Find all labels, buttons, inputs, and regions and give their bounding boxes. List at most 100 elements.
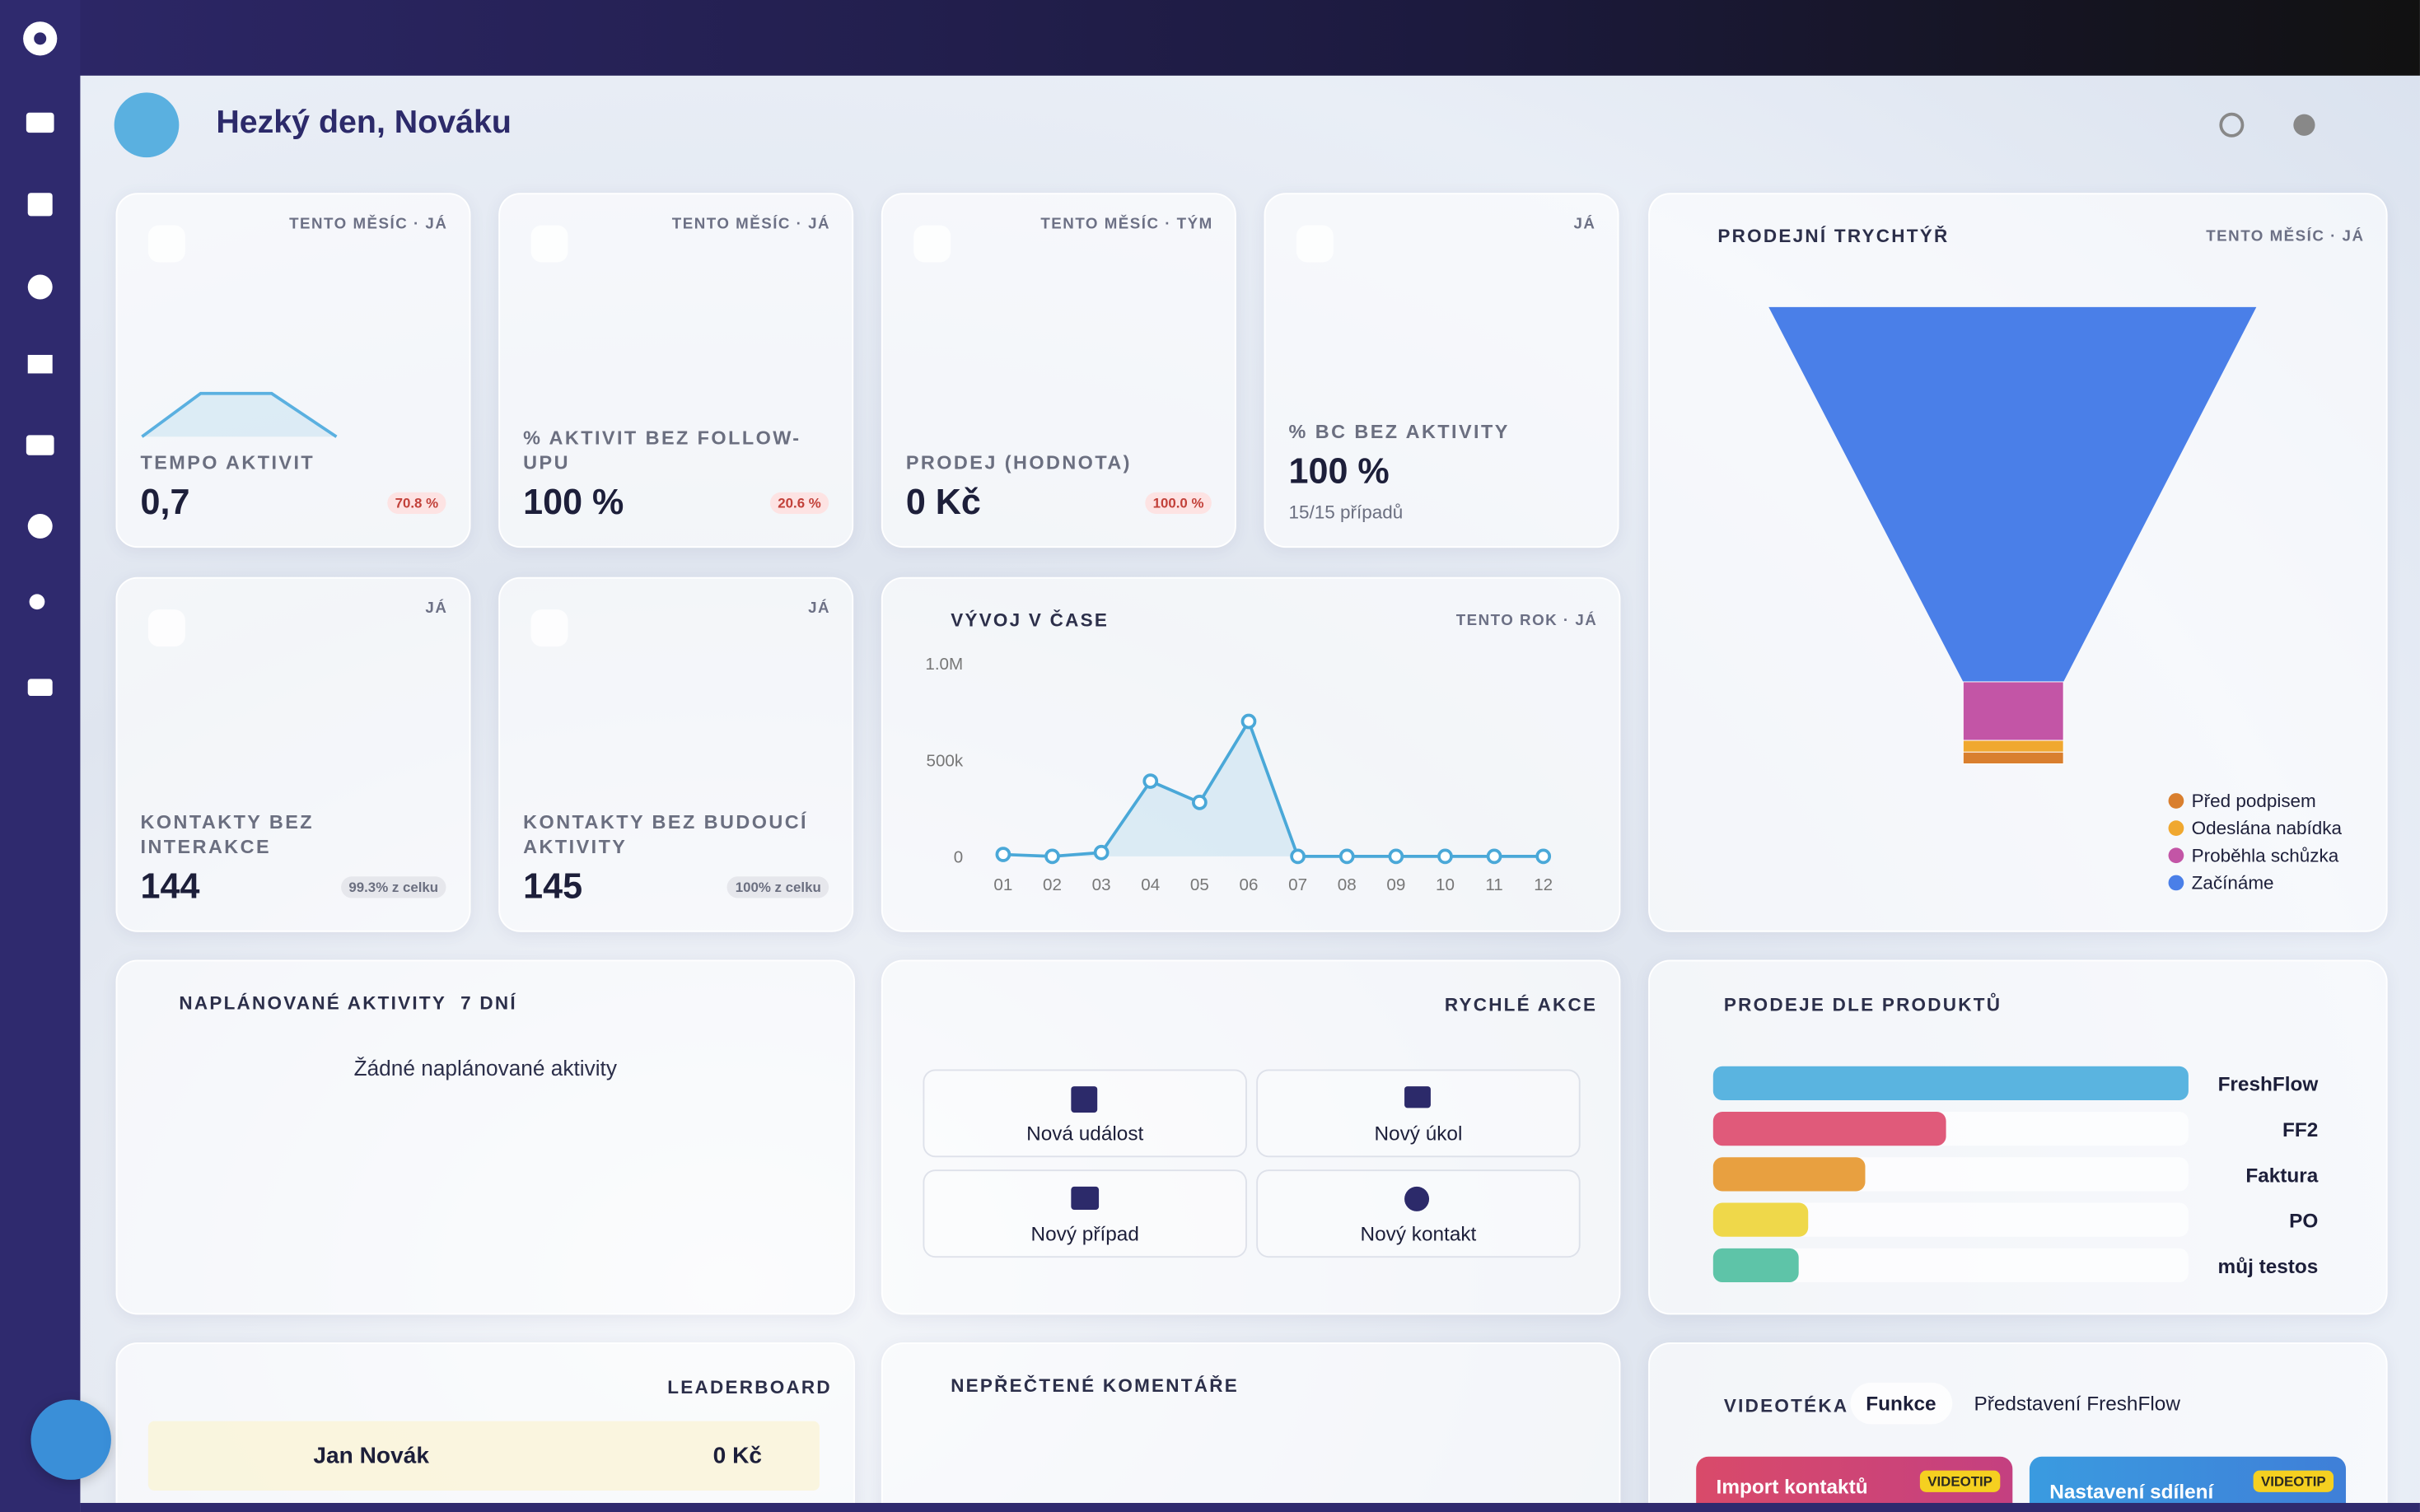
kpi-change: 100.0 %	[1145, 492, 1212, 514]
video-tile[interactable]: Import kontaktů VIDEOTIP	[1696, 1456, 2013, 1512]
kpi-card: JÁ KONTAKTY BEZ BUDOUCÍ AKTIVITY 145 100%…	[498, 576, 854, 932]
scope: JÁ	[425, 600, 448, 618]
kpi-value: 145	[523, 866, 583, 906]
video-badge: VIDEOTIP	[2253, 1470, 2334, 1492]
icon	[1404, 1086, 1431, 1108]
kpi-label: TEMPO AKTIVIT	[140, 451, 315, 474]
bottom-bar	[80, 1502, 2420, 1512]
kpi-card: JÁ KONTAKTY BEZ INTERAKCE 144 99.3% z cel…	[115, 576, 471, 932]
icon	[1296, 225, 1334, 263]
kpi-change: 70.8 %	[387, 492, 446, 514]
kpi-body: KONTAKTY BEZ BUDOUCÍ AKTIVITY 145	[523, 810, 809, 908]
icon	[147, 225, 185, 263]
kpi-label: % AKTIVIT BEZ FOLLOW-UPU	[523, 427, 801, 474]
icon	[1404, 1186, 1430, 1211]
card-title: NEPŘEČTENÉ KOMENTÁŘE	[951, 1374, 1239, 1397]
avatar	[114, 92, 180, 158]
kpi-value: 0,7	[140, 481, 190, 522]
nav-sales[interactable]	[27, 274, 53, 300]
sidebar-icons	[23, 21, 58, 697]
range: 7 DNÍ	[460, 992, 517, 1015]
video-badge: VIDEOTIP	[1919, 1470, 2001, 1492]
nav-mail[interactable]	[26, 435, 54, 455]
scope: JÁ	[808, 600, 831, 618]
refresh-button[interactable]	[2219, 112, 2245, 138]
quick-action[interactable]: Nový úkol	[1256, 1069, 1581, 1158]
kpi-card: TENTO MĚSÍC · JÁ TEMPO AKTIVIT 0,7 70.8 %	[115, 193, 471, 548]
nav-tasks[interactable]	[27, 354, 53, 374]
nav-contacts[interactable]	[26, 112, 54, 133]
icon	[913, 225, 951, 263]
greeting: Hezký den, Nováku	[216, 105, 512, 141]
funnel-card: PRODEJNÍ TRYCHTÝŘ TENTO MĚSÍC · JÁ	[1648, 193, 2388, 932]
action-label: Nová událost	[1026, 1122, 1144, 1146]
sparkline	[141, 391, 338, 438]
tab[interactable]: Funkce	[1850, 1382, 1952, 1425]
kpi-detail: 15/15 případů	[1288, 501, 1404, 524]
card-title: PRODEJE DLE PRODUKTŮ	[1723, 993, 2002, 1015]
sidebar	[0, 0, 81, 1512]
kpi-value: 0 Kč	[905, 481, 981, 522]
products-card: PRODEJE DLE PRODUKTŮ	[1648, 959, 2388, 1315]
card-title: VIDEOTÉKA	[1723, 1394, 1849, 1417]
comments-card: NEPŘEČTENÉ KOMENTÁŘE	[881, 1342, 1621, 1512]
icon	[147, 609, 185, 647]
nav-reports[interactable]	[27, 513, 53, 539]
quick-action[interactable]: Nová událost	[923, 1069, 1247, 1158]
top-bar	[0, 0, 2420, 76]
kpi-label: % BC BEZ AKTIVITY	[1288, 421, 1510, 443]
quick-action[interactable]: Nový případ	[923, 1169, 1247, 1258]
kpi-value: 144	[140, 866, 200, 906]
kpi-card: TENTO MĚSÍC · TÝM PRODEJ (HODNOTA) 0 Kč 1…	[881, 193, 1236, 548]
kpi-body: KONTAKTY BEZ INTERAKCE 144	[141, 810, 427, 908]
kpi-value: 100 %	[523, 481, 624, 522]
nav-logout[interactable]	[27, 679, 53, 697]
nav-users[interactable]	[29, 594, 45, 610]
tab[interactable]: Představení FreshFlow	[1974, 1392, 2180, 1416]
action-label: Nový úkol	[1374, 1122, 1463, 1146]
title: NAPLÁNOVANÉ AKTIVITY	[179, 992, 447, 1015]
icon	[1071, 1086, 1098, 1113]
icon	[530, 609, 568, 647]
logo-center	[34, 32, 47, 45]
empty-state: Žádné naplánované aktivity	[353, 1055, 617, 1080]
scope: TENTO MĚSÍC · TÝM	[1040, 216, 1213, 233]
kpi-share: 99.3% z celku	[340, 876, 446, 898]
card-title: VÝVOJ V ČASE	[951, 609, 1110, 632]
kpi-label: KONTAKTY BEZ INTERAKCE	[140, 811, 315, 858]
leaderboard-card: LEADERBOARD Jan Novák 0 Kč	[115, 1342, 856, 1512]
quick-actions-card: RYCHLÉ AKCE Nová událost Nový úkol Nový …	[881, 959, 1621, 1315]
kpi-share: 100% z celku	[727, 876, 829, 898]
nav-calendar[interactable]	[27, 193, 53, 217]
planned-card: NAPLÁNOVANÉ AKTIVITY 7 DNÍ Žádné napláno…	[115, 959, 856, 1315]
action-label: Nový kontakt	[1360, 1221, 1477, 1246]
scope: TENTO MĚSÍC · JÁ	[289, 216, 448, 233]
quick-action[interactable]: Nový kontakt	[1256, 1169, 1581, 1258]
trend-card: VÝVOJ V ČASE TENTO ROK · JÁ	[881, 576, 1621, 932]
kpi-body: % AKTIVIT BEZ FOLLOW-UPU 100 %	[523, 426, 809, 523]
action-label: Nový případ	[1030, 1221, 1139, 1246]
scope: JÁ	[1573, 216, 1596, 233]
scope: TENTO MĚSÍC · JÁ	[2206, 228, 2365, 245]
kpi-body: PRODEJ (HODNOTA) 0 Kč	[906, 450, 1132, 523]
video-title: Nastavení sdílení	[2049, 1479, 2214, 1503]
kpi-body: % BC BEZ AKTIVITY 100 % 15/15 případů	[1289, 420, 1510, 524]
card-title: RYCHLÉ AKCE	[1444, 993, 1598, 1015]
card-title: PRODEJNÍ TRYCHTÝŘ	[1717, 225, 1950, 247]
settings-button[interactable]	[2293, 114, 2315, 136]
kpi-value: 100 %	[1288, 450, 1390, 491]
icon	[1071, 1186, 1100, 1210]
sparkline-line	[141, 391, 338, 438]
leaderboard-row: Jan Novák 0 Kč	[147, 1421, 820, 1491]
name: Jan Novák	[313, 1442, 429, 1469]
kpi-change: 20.6 %	[769, 492, 829, 514]
video-tile[interactable]: Nastavení sdílení VIDEOTIP	[2029, 1456, 2347, 1512]
amount: 0 Kč	[712, 1442, 763, 1469]
kpi-card: TENTO MĚSÍC · JÁ % AKTIVIT BEZ FOLLOW-UP…	[498, 193, 854, 548]
icon	[530, 225, 568, 263]
kpi-label: PRODEJ (HODNOTA)	[905, 451, 1132, 474]
scope: TENTO ROK · JÁ	[1455, 612, 1598, 630]
chat-button[interactable]	[30, 1399, 111, 1480]
